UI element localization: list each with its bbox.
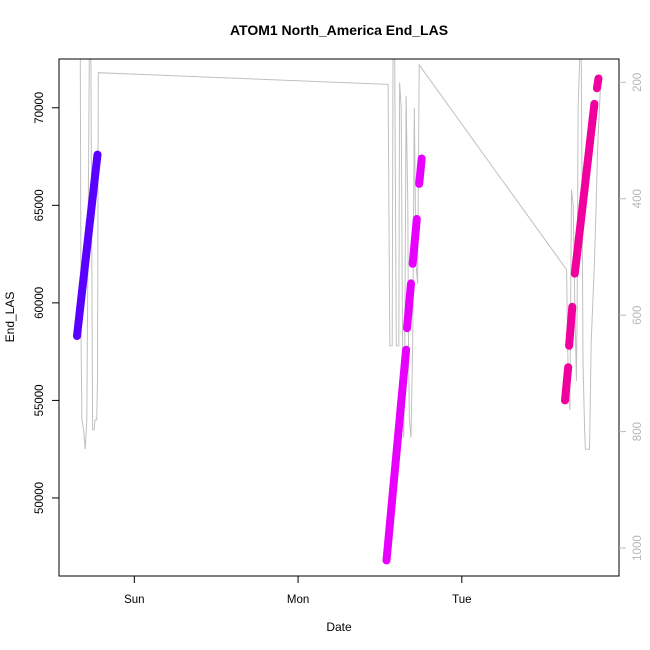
point-segment-0: [73, 150, 102, 340]
point-segment-4: [415, 154, 426, 188]
right-tick-label-3: 800: [632, 422, 644, 441]
point-segment-8: [592, 74, 603, 93]
grey-series-line: [79, 58, 602, 450]
point-segment-6: [565, 302, 577, 350]
y-tick-label-2: 60000: [34, 287, 46, 319]
grey-line-layer: [79, 58, 602, 450]
point-segment-7: [570, 99, 599, 278]
point-segment-5: [561, 363, 573, 405]
x-tick-label-1: Mon: [287, 594, 309, 606]
points-layer: [73, 74, 603, 565]
right-tick-label-2: 600: [632, 306, 644, 325]
chart-title: ATOM1 North_America End_LAS: [230, 22, 448, 38]
y-axis-left: 50000 55000 60000 65000 70000: [34, 92, 59, 514]
plot-frame: [58, 58, 620, 577]
x-tick-label-0: Sun: [124, 594, 144, 606]
x-axis-label: Date: [326, 620, 352, 634]
y-tick-label-4: 70000: [34, 92, 46, 124]
right-tick-label-1: 400: [632, 189, 644, 208]
y-tick-label-0: 50000: [34, 482, 46, 514]
y-tick-label-1: 55000: [34, 384, 46, 416]
y-axis-label: End_LAS: [3, 292, 17, 343]
point-segment-3: [408, 215, 421, 268]
y-axis-right: 200 400 600 800 1000: [619, 73, 644, 561]
x-tick-label-2: Tue: [452, 594, 471, 606]
right-tick-label-4: 1000: [632, 535, 644, 561]
right-tick-label-0: 200: [632, 73, 644, 92]
x-axis: Sun Mon Tue: [124, 576, 472, 606]
y-tick-label-3: 65000: [34, 189, 46, 221]
point-segment-2: [403, 279, 415, 333]
point-segment-1: [382, 345, 411, 565]
